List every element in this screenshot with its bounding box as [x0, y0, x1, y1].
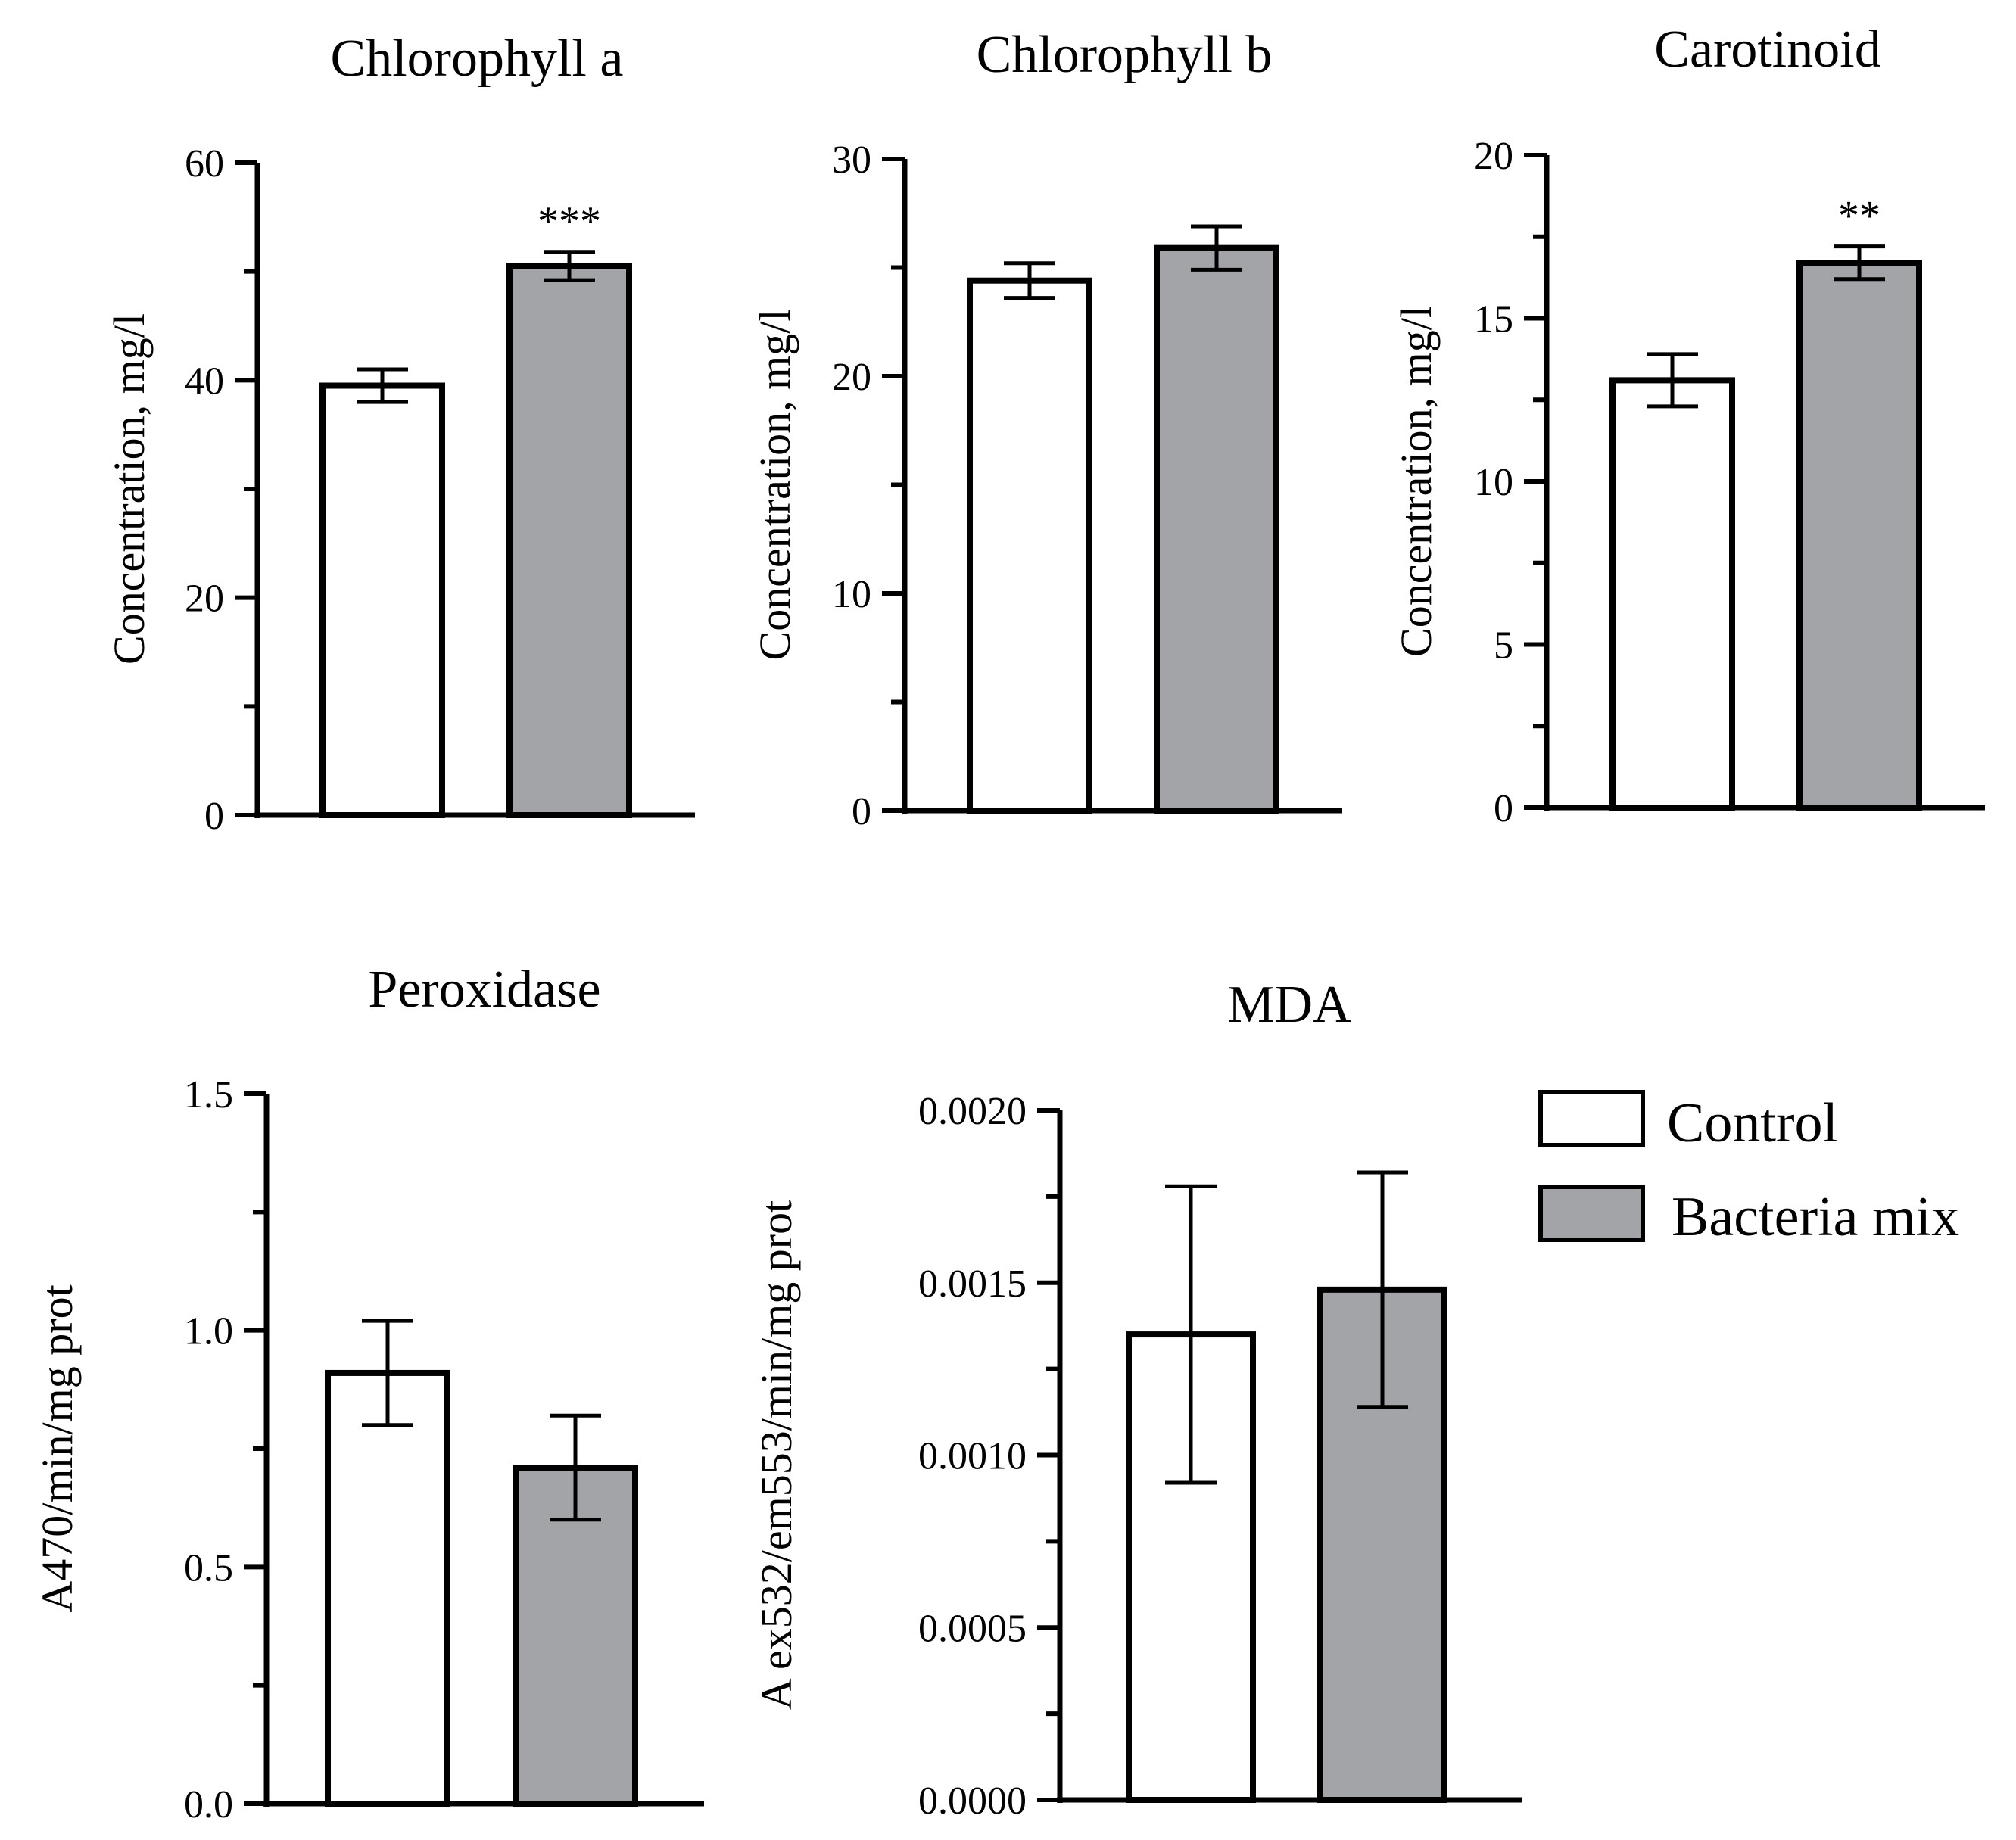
legend-swatch-bacteria-mix: [1538, 1185, 1645, 1242]
legend-label-control: Control: [1667, 1092, 1838, 1154]
y-axis-label: Concentration, mg/l: [1391, 306, 1441, 657]
y-tick-label: 60: [185, 142, 224, 185]
error-bar: [1004, 261, 1055, 300]
chart-title: MDA: [1227, 976, 1351, 1034]
y-tick-label: 0: [852, 790, 871, 833]
chart-title: Carotinoid: [1654, 20, 1880, 79]
y-tick-label: 0.0000: [918, 1779, 1027, 1823]
chart-panels: Chlorophyll a Concentration, mg/l *** 0 20 40…: [33, 20, 1985, 1826]
chart-title: Peroxidase: [368, 960, 600, 1019]
error-bar: [1191, 224, 1242, 272]
bar-control: [1609, 377, 1735, 811]
y-axis-label: Concentration, mg/l: [750, 310, 799, 661]
legend-label-bacteria-mix: Bacteria mix: [1672, 1186, 1959, 1248]
bar-bacteria-mix: [513, 1465, 638, 1807]
error-bar: [1357, 1170, 1408, 1409]
y-axis-label: Concentration, mg/l: [104, 313, 154, 665]
y-tick-label: 0.0010: [918, 1435, 1027, 1478]
y-tick-label: 1.5: [184, 1073, 233, 1116]
y-tick-label: 0: [1494, 787, 1513, 830]
chart-title: Chlorophyll a: [331, 30, 624, 88]
legend-swatch-control: [1538, 1090, 1645, 1147]
chart-panel-2: Chlorophyll b Concentration, mg/l 0 10 20 30: [750, 26, 1342, 833]
y-tick-label: 0.0015: [918, 1262, 1027, 1306]
y-tick-label: 40: [185, 360, 224, 403]
bar-control: [325, 1369, 450, 1807]
bar-bacteria-mix: [1796, 260, 1922, 811]
y-tick-label: 10: [1474, 461, 1513, 504]
bar-control: [319, 382, 445, 818]
y-tick-label: 5: [1494, 624, 1513, 668]
y-tick-label: 10: [832, 573, 871, 616]
error-bar: [362, 1319, 413, 1427]
y-tick-label: 15: [1474, 298, 1513, 341]
error-bar: [550, 1413, 601, 1522]
legend: Control Bacteria mix: [1538, 1090, 1959, 1248]
y-tick-label: 20: [185, 578, 224, 621]
significance-marker: ***: [537, 198, 601, 245]
bar-control: [967, 277, 1092, 814]
y-tick-label: 0.0: [184, 1783, 233, 1826]
chart-panel-3: Carotinoid Concentration, mg/l ** 0 5 10 15 20: [1391, 20, 1985, 830]
error-bar: [1834, 244, 1885, 282]
y-tick-label: 30: [832, 139, 871, 182]
y-tick-label: 20: [832, 356, 871, 399]
y-tick-label: 0.5: [184, 1546, 233, 1589]
y-tick-label: 0.0020: [918, 1090, 1027, 1133]
chart-panel-4: Peroxidase A470/min/mg prot 0.0 0.5 1.0 1.5: [33, 960, 704, 1826]
chart-panel-5: MDA A ex532/em553/min/mg prot 0.0000 0.0005…: [752, 976, 1522, 1823]
chart-title: Chlorophyll b: [977, 26, 1273, 84]
y-axis-label: A470/min/mg prot: [33, 1284, 82, 1612]
bar-bacteria-mix: [506, 263, 632, 818]
error-bar: [357, 367, 408, 404]
y-axis-label: A ex532/em553/min/mg prot: [752, 1200, 801, 1710]
chart-panel-1: Chlorophyll a Concentration, mg/l *** 0 20 40…: [104, 30, 695, 838]
y-tick-label: 20: [1474, 135, 1513, 178]
error-bar: [1165, 1184, 1217, 1485]
bar-bacteria-mix: [1154, 244, 1279, 814]
y-tick-label: 0: [204, 795, 224, 838]
y-tick-label: 0.0005: [918, 1607, 1027, 1650]
y-tick-label: 1.0: [184, 1310, 233, 1353]
error-bar: [544, 250, 595, 282]
error-bar: [1647, 352, 1698, 409]
significance-marker: **: [1838, 193, 1880, 240]
